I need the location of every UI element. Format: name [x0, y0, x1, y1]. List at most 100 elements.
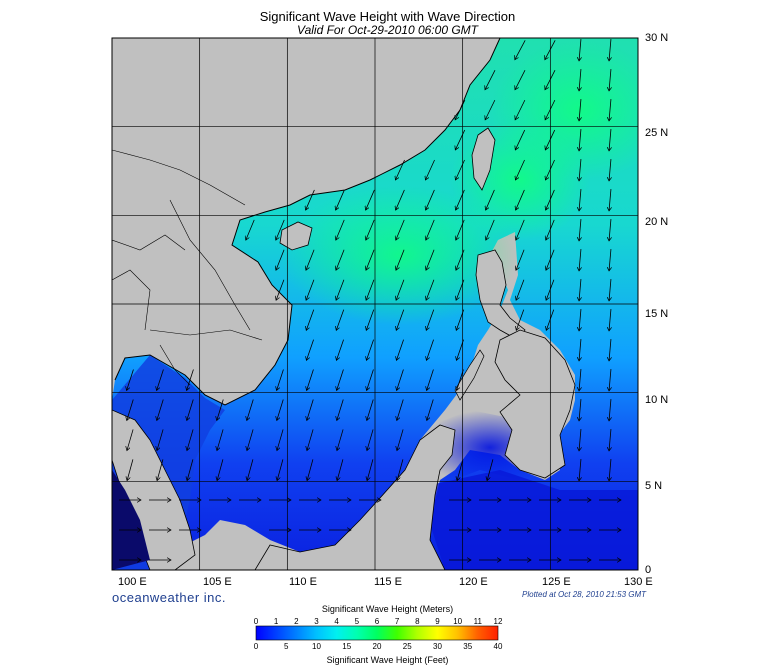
wave-arrow: [609, 189, 611, 211]
map-frame: [111, 37, 639, 571]
colorbar-tick-feet: 20: [372, 642, 382, 651]
wave-arrow: [396, 309, 405, 331]
wave-arrow: [306, 279, 315, 301]
wave-arrow: [516, 249, 525, 270]
wave-arrow: [425, 159, 435, 180]
colorbar-tick-feet: 5: [284, 642, 289, 651]
wave-arrow: [545, 40, 556, 59]
lat-label-30: 30 N: [645, 32, 669, 44]
wave-arrow: [609, 249, 611, 271]
lon-label-125: 125 E: [542, 576, 571, 588]
wave-arrow: [516, 189, 525, 210]
wave-arrow: [247, 429, 254, 450]
wave-arrow: [277, 399, 284, 420]
wave-arrow: [396, 339, 404, 361]
lat-label-0: 0: [645, 564, 652, 576]
lon-label-110: 110 E: [289, 576, 317, 588]
wave-arrow: [609, 459, 611, 481]
wave-arrow: [579, 219, 581, 241]
color-scale-bar: [255, 625, 499, 641]
colorbar-gradient: [255, 625, 499, 641]
wave-direction-arrows: [119, 39, 621, 560]
wave-arrow: [456, 219, 465, 240]
wave-arrow: [516, 279, 525, 301]
colorbar-tick-meters: 5: [354, 617, 360, 626]
wave-arrow: [456, 249, 465, 270]
wave-arrow: [609, 339, 611, 361]
lat-label-20: 20 N: [645, 216, 669, 228]
wave-arrow: [516, 219, 525, 240]
wave-arrow: [276, 219, 285, 240]
colorbar-tick-meters: 11: [473, 617, 482, 626]
wave-arrow: [545, 99, 556, 120]
wave-arrow: [579, 39, 581, 61]
wave-arrow: [579, 459, 581, 481]
wave-arrow: [367, 369, 374, 391]
wave-arrow: [187, 399, 194, 420]
wave-arrow: [456, 339, 464, 361]
colorbar-tick-meters: 8: [415, 617, 420, 626]
plotted-timestamp: Plotted at Oct 28, 2010 21:53 GMT: [522, 590, 647, 599]
wave-arrow: [426, 309, 435, 331]
wave-arrow: [609, 399, 611, 421]
wave-arrow: [187, 459, 194, 480]
wave-arrow: [276, 249, 285, 270]
wave-arrow: [217, 459, 224, 480]
wave-arrow: [456, 309, 465, 331]
wave-arrow: [366, 339, 374, 361]
wave-arrow: [579, 429, 581, 451]
wave-arrow: [187, 369, 194, 391]
wave-arrow: [247, 399, 254, 420]
wave-arrow: [455, 129, 466, 150]
wave-arrow: [307, 459, 314, 480]
wave-arrow: [579, 249, 581, 271]
colorbar-tick-meters: 1: [273, 617, 279, 626]
wave-arrow: [337, 459, 344, 480]
wave-arrow: [609, 219, 611, 241]
wave-arrow: [515, 70, 526, 90]
wave-arrow: [187, 429, 194, 450]
colorbar-title-meters: Significant Wave Height (Meters): [321, 604, 454, 614]
borneo: [254, 424, 456, 570]
lon-label-100: 100 E: [118, 576, 147, 588]
wave-arrow: [306, 189, 315, 210]
wave-arrow: [426, 219, 435, 240]
wave-arrow: [546, 309, 555, 331]
wave-arrow: [396, 219, 405, 240]
wave-arrow: [397, 399, 404, 420]
wave-arrow: [157, 429, 164, 450]
colorbar-tick-feet: 0: [253, 642, 259, 651]
wave-arrow: [427, 369, 434, 391]
wave-arrow: [426, 249, 435, 270]
colorbar-tick-meters: 0: [253, 617, 259, 626]
colorbar-tick-meters: 10: [453, 617, 463, 626]
lat-label-5: 5 N: [645, 480, 663, 492]
wave-arrow: [127, 459, 134, 480]
wave-arrow: [456, 189, 465, 210]
wave-arrow: [579, 129, 581, 151]
lon-label-120: 120 E: [459, 576, 488, 588]
wave-arrow: [366, 279, 375, 301]
wave-arrow: [609, 429, 611, 451]
wave-arrow: [397, 369, 404, 391]
wave-arrow: [579, 279, 581, 301]
colorbar-tick-meters: 6: [374, 617, 380, 626]
wave-arrow: [609, 159, 611, 181]
wave-arrow: [609, 69, 611, 91]
wave-arrow: [367, 399, 374, 420]
wave-arrow: [337, 369, 344, 391]
colorbar-tick-feet: 30: [433, 642, 442, 651]
colorbar-tick-feet: 25: [402, 642, 412, 651]
wave-arrow: [579, 189, 581, 211]
wave-arrow: [367, 459, 374, 480]
colorbar-tick-meters: 7: [394, 617, 400, 626]
wave-arrow: [336, 249, 345, 270]
wave-arrow: [217, 399, 224, 420]
wave-arrow: [546, 279, 555, 301]
wave-arrow: [515, 40, 526, 59]
colorbar-tick-meters: 9: [435, 617, 440, 626]
wave-arrow: [579, 159, 581, 181]
wave-arrow: [546, 219, 555, 240]
hainan: [279, 221, 313, 251]
wave-arrow: [277, 369, 284, 391]
